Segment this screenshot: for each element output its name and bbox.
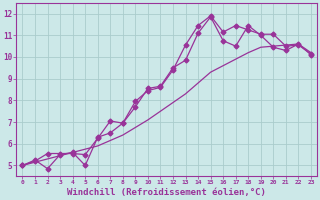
X-axis label: Windchill (Refroidissement éolien,°C): Windchill (Refroidissement éolien,°C) [67, 188, 266, 197]
